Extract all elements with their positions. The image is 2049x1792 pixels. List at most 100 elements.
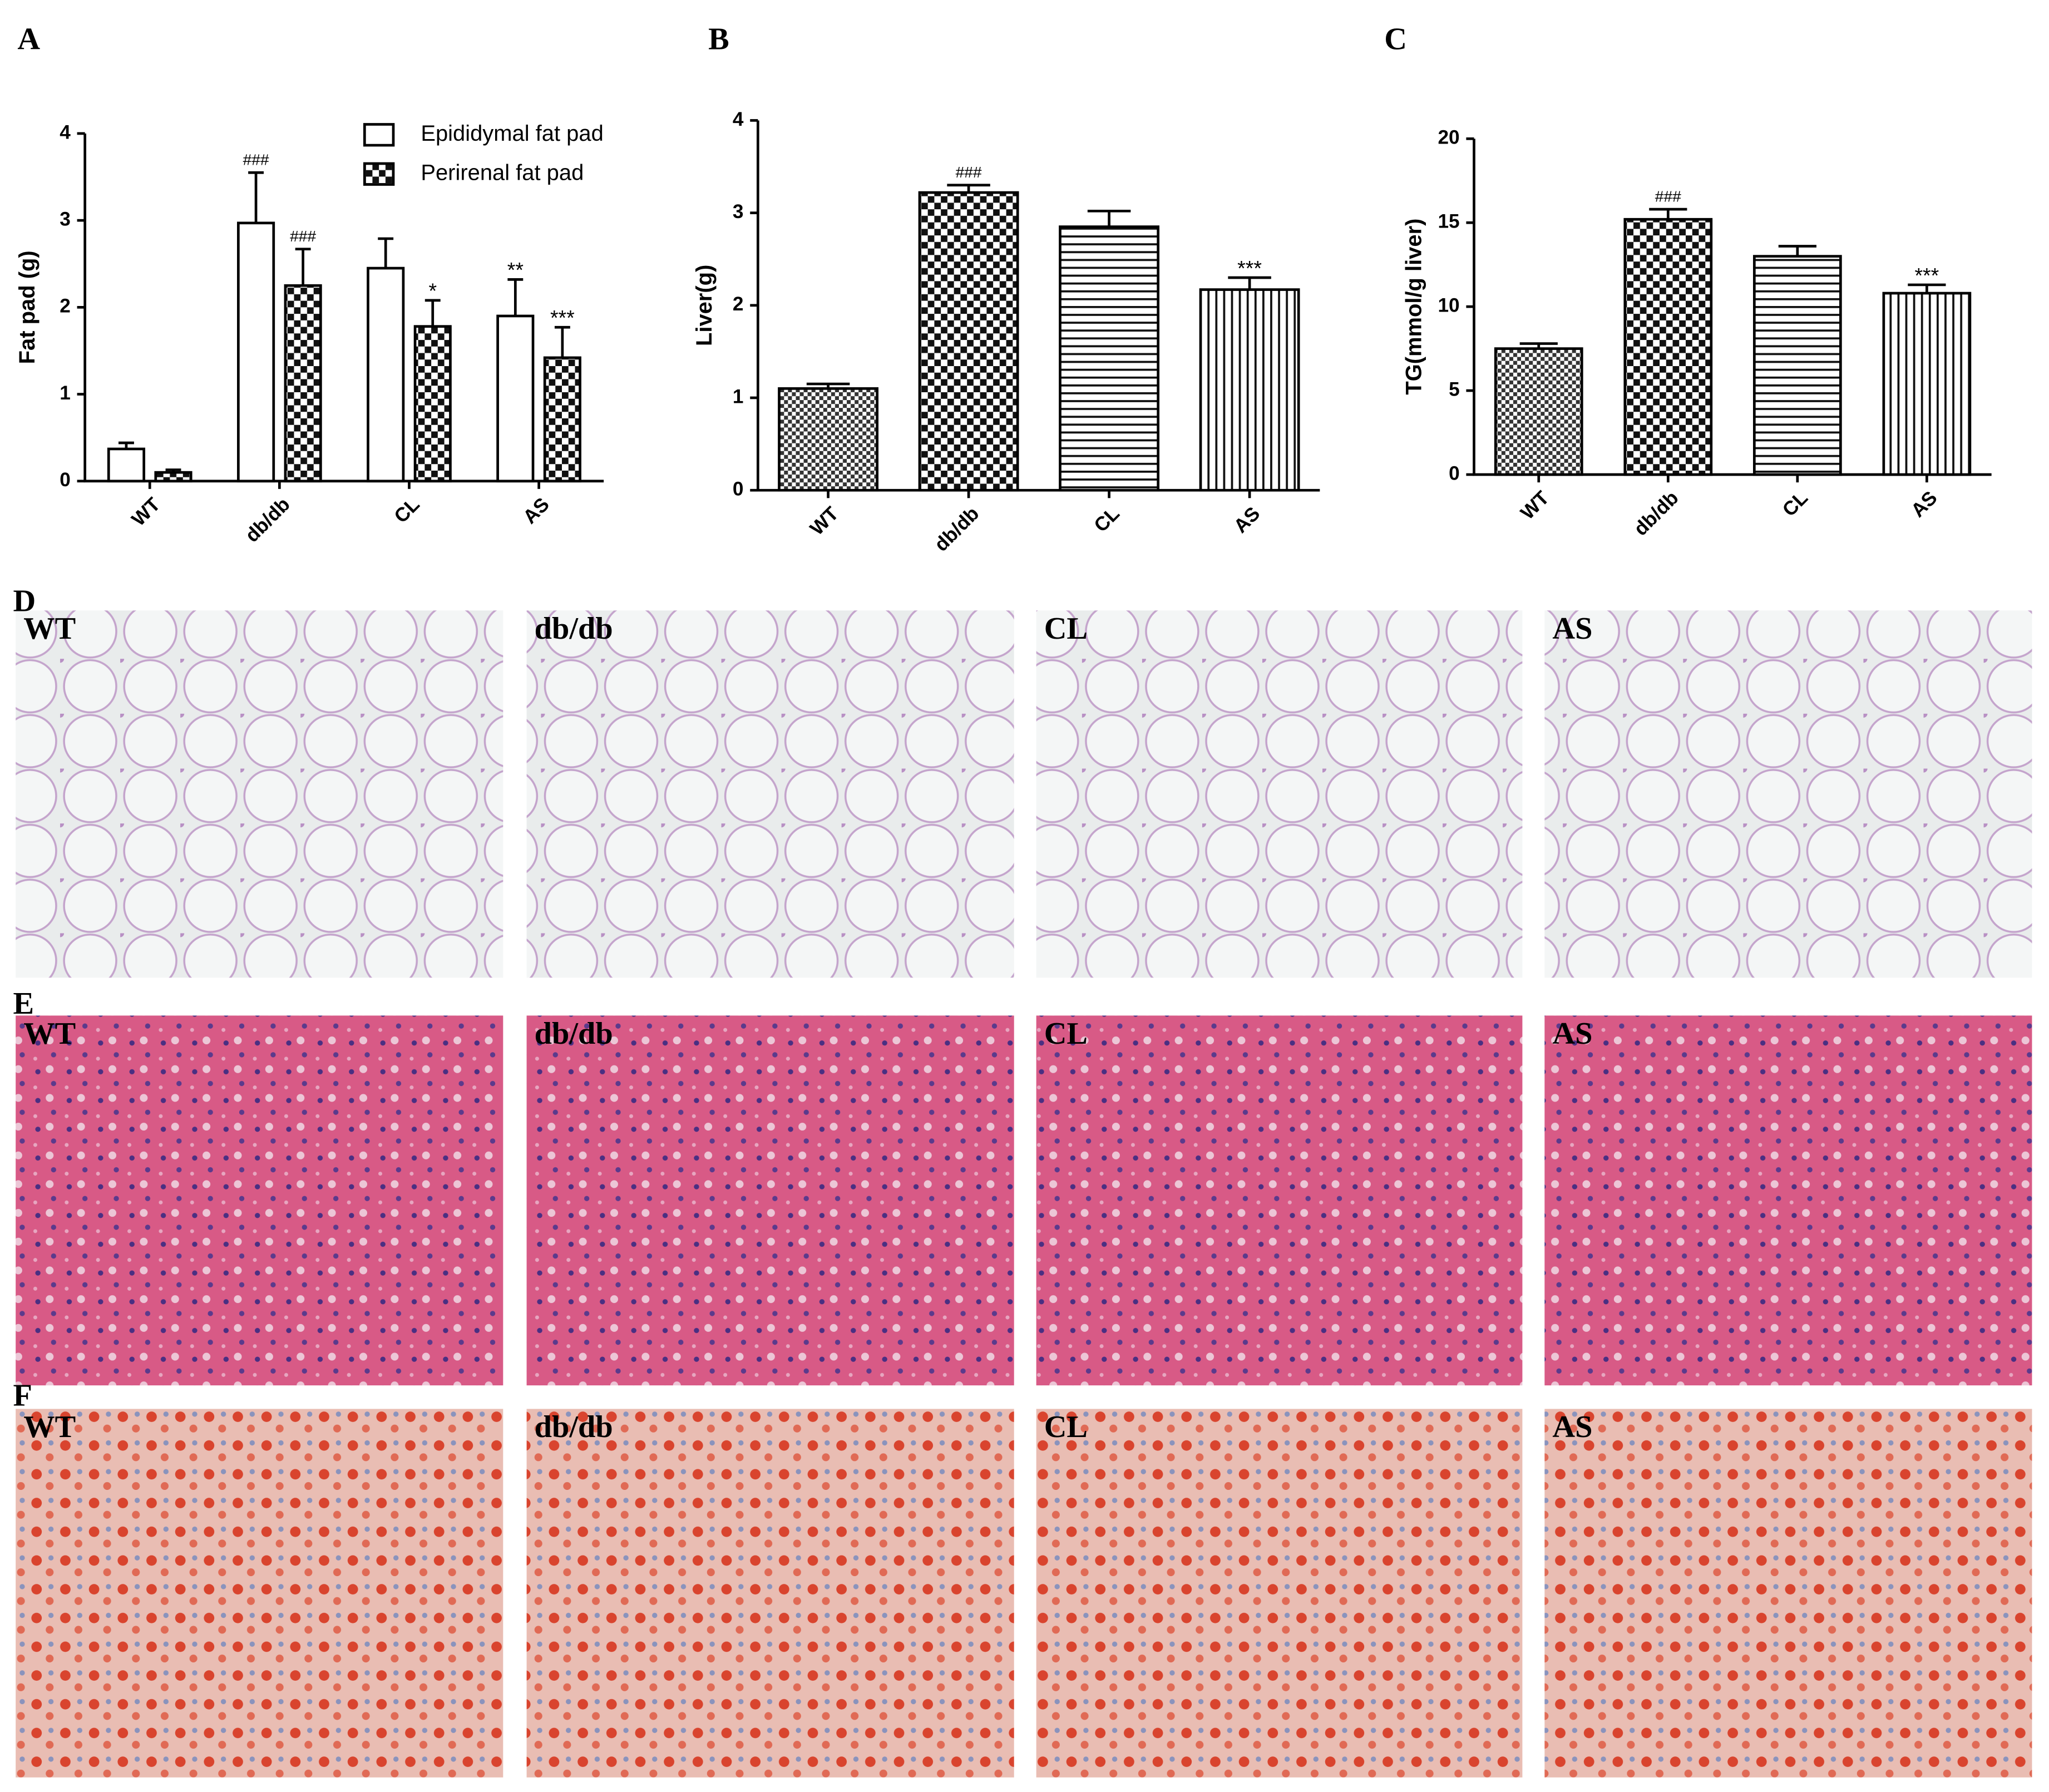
y-axis-label: Fat pad (g) (15, 250, 40, 364)
x-tick-label: CL (390, 493, 424, 527)
error-bar (1228, 276, 1271, 290)
significance-label: * (428, 279, 437, 303)
panel-letter: D (13, 584, 36, 618)
micrograph (16, 610, 503, 978)
y-tick-label: 2 (733, 293, 744, 315)
panel-letter: A (17, 22, 40, 56)
y-axis-label: TG(mmol/g liver) (1401, 219, 1426, 395)
micrograph-label: AS (1552, 1016, 1592, 1051)
y-tick-label: 2 (60, 295, 71, 317)
micrograph (526, 1409, 1014, 1778)
micrograph-label: db/db (535, 1016, 613, 1051)
y-tick-label: 3 (60, 208, 71, 230)
error-bar (1087, 209, 1131, 227)
significance-label: ### (956, 163, 982, 181)
error-bar (554, 325, 570, 358)
x-tick-label: db/db (241, 493, 294, 546)
bar (1494, 347, 1583, 476)
bar (413, 325, 452, 483)
micrograph-label: WT (23, 611, 76, 646)
error-bar (1908, 283, 1946, 294)
y-tick-label: 4 (733, 108, 744, 130)
y-tick-label: 20 (1438, 127, 1459, 149)
y-tick-label: 1 (733, 386, 744, 407)
significance-label: *** (550, 306, 575, 329)
micrograph (1544, 1015, 2032, 1386)
bar (1199, 288, 1300, 492)
error-bar (295, 248, 311, 286)
bar (778, 387, 879, 492)
error-bar (248, 171, 264, 223)
error-bar (424, 299, 441, 327)
bar (543, 356, 581, 483)
y-tick-label: 4 (60, 121, 71, 143)
bar (107, 447, 146, 483)
y-tick-label: 0 (1449, 462, 1460, 484)
x-tick-label: AS (1230, 502, 1264, 537)
y-axis-label: Liver(g) (692, 265, 717, 346)
y-tick-label: 0 (733, 478, 744, 500)
legend-swatch (363, 162, 395, 186)
micrograph (526, 1015, 1014, 1386)
bar (1752, 255, 1842, 476)
bar (496, 314, 535, 483)
y-tick-label: 3 (733, 201, 744, 223)
significance-label: *** (1237, 256, 1262, 280)
bar (918, 191, 1019, 492)
micrograph (1036, 1409, 1523, 1778)
y-tick-label: 1 (60, 382, 71, 404)
bar (1882, 292, 1972, 476)
error-bar (378, 237, 394, 269)
micrograph-label: CL (1044, 1410, 1088, 1444)
panel-letter: E (13, 986, 34, 1021)
micrograph-label: WT (23, 1016, 76, 1051)
significance-label: ### (290, 227, 316, 245)
legend-label: Epididymal fat pad (421, 121, 603, 146)
legend-label: Perirenal fat pad (421, 160, 584, 185)
significance-label: ### (1655, 187, 1681, 205)
x-tick-label: CL (1778, 487, 1812, 521)
error-bar (1778, 245, 1816, 256)
x-tick-label: CL (1090, 502, 1124, 536)
error-bar (507, 278, 524, 316)
x-tick-label: WT (806, 502, 843, 540)
x-tick-label: WT (1517, 487, 1554, 524)
micrograph (1544, 610, 2032, 978)
significance-label: *** (1914, 264, 1939, 287)
error-bar (1649, 208, 1687, 220)
y-tick-label: 10 (1438, 294, 1459, 316)
micrograph (526, 610, 1014, 978)
x-tick-label: db/db (1630, 487, 1682, 540)
bar (1059, 225, 1160, 492)
y-tick-label: 15 (1438, 211, 1459, 233)
y-tick-label: 0 (60, 469, 71, 491)
micrograph-label: db/db (535, 611, 613, 646)
micrograph-label: CL (1044, 611, 1088, 646)
panel-letter: F (13, 1379, 32, 1413)
bar (154, 471, 192, 483)
panel-letter: B (708, 22, 729, 56)
bar (1623, 218, 1713, 476)
x-tick-label: db/db (930, 502, 983, 555)
micrograph (1036, 1015, 1523, 1386)
micrograph-label: CL (1044, 1016, 1088, 1051)
x-tick-label: AS (1907, 487, 1942, 521)
legend-swatch (363, 123, 395, 147)
x-tick-label: AS (519, 493, 554, 528)
bar (237, 221, 275, 483)
panel-letter: C (1384, 22, 1407, 56)
bar (284, 284, 322, 483)
micrograph (16, 1409, 503, 1778)
micrograph (1544, 1409, 2032, 1778)
y-tick-label: 5 (1449, 378, 1460, 400)
micrograph (16, 1015, 503, 1386)
micrograph (1036, 610, 1523, 978)
micrograph-label: AS (1552, 611, 1592, 646)
significance-label: ** (507, 258, 524, 282)
micrograph-label: AS (1552, 1410, 1592, 1444)
micrograph-label: WT (23, 1410, 76, 1444)
significance-label: ### (243, 151, 269, 169)
bar (367, 266, 405, 483)
micrograph-label: db/db (535, 1410, 613, 1444)
